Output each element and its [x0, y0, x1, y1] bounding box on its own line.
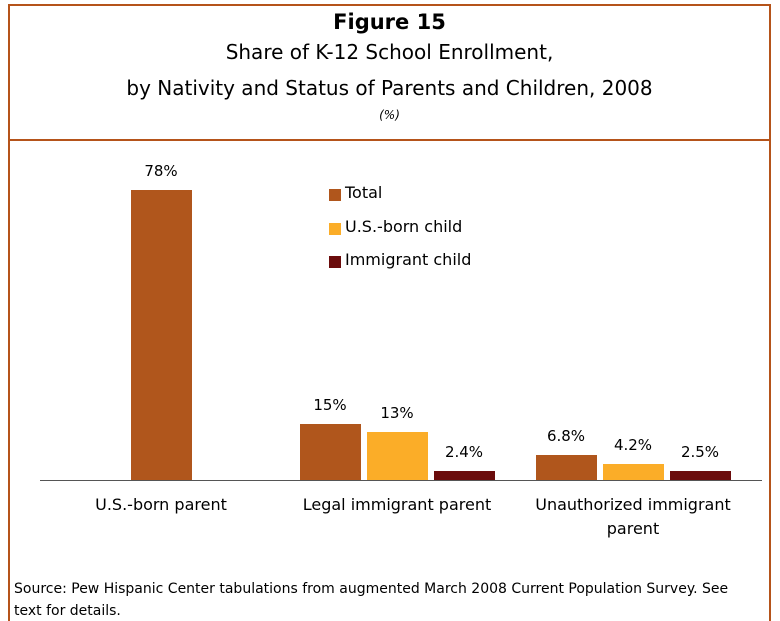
- value-label: 4.2%: [613, 436, 653, 455]
- x-tick-label: Legal immigrant parent: [302, 495, 492, 514]
- bar: [669, 470, 731, 480]
- legend-swatch: [329, 222, 341, 235]
- header: Figure 15 Share of K-12 School Enrollmen…: [8, 4, 771, 141]
- legend-label: Total: [345, 183, 383, 202]
- bar: [366, 431, 428, 480]
- value-label: 15%: [313, 396, 347, 415]
- value-label: 2.4%: [444, 443, 484, 462]
- value-label: 2.5%: [680, 442, 720, 461]
- subtitle: Share of K-12 School Enrollment,: [225, 40, 554, 64]
- source: Source: Pew Hispanic Center tabulations …: [14, 581, 729, 619]
- legend-swatch: [329, 256, 341, 268]
- bar: [433, 471, 495, 480]
- frame: [8, 4, 771, 621]
- x-tick-label: U.S.-born parent: [95, 495, 227, 514]
- legend-label: Immigrant child: [345, 250, 472, 269]
- value-label: 78%: [144, 162, 178, 180]
- bar: [535, 454, 597, 480]
- bar: [299, 424, 361, 480]
- legend-label: U.S.-born child: [345, 216, 463, 236]
- chart-title: Figure 15: [333, 10, 446, 34]
- subtitle: by Nativity and Status of Parents and Ch…: [126, 76, 653, 100]
- baseline: [40, 480, 762, 481]
- bar: [602, 464, 664, 480]
- unit-note: (%): [379, 108, 400, 122]
- legend-swatch: [329, 189, 341, 201]
- x-tick-label: Unauthorized immigrant parent: [535, 495, 731, 538]
- bar: [130, 190, 192, 480]
- value-label: 6.8%: [546, 426, 586, 445]
- value-label: 13%: [380, 403, 414, 422]
